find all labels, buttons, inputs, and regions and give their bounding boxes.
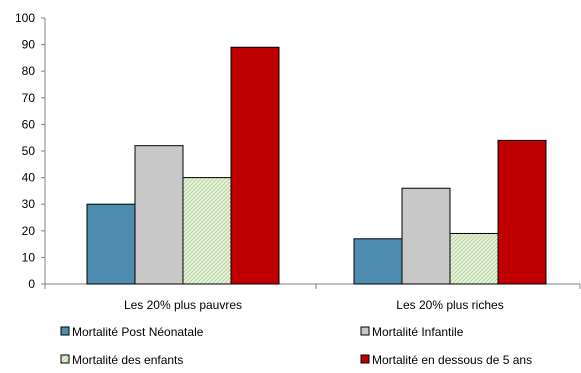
y-tick-label: 100	[15, 11, 35, 25]
x-category-label: Les 20% plus pauvres	[124, 298, 242, 312]
bar	[353, 238, 403, 285]
y-tick-label: 0	[28, 277, 35, 291]
y-tick-label: 40	[22, 171, 36, 185]
y-tick-label: 80	[22, 64, 36, 78]
bar	[134, 145, 184, 285]
legend-swatch	[60, 354, 70, 364]
chart-bars	[86, 46, 547, 285]
x-category-label: Les 20% plus riches	[396, 298, 503, 312]
legend-label: Mortalité des enfants	[72, 353, 183, 367]
legend-label: Mortalité Infantile	[372, 325, 464, 339]
legend-swatch	[360, 354, 370, 364]
y-tick-label: 10	[22, 250, 36, 264]
y-tick-label: 70	[22, 91, 36, 105]
bar	[401, 187, 451, 285]
legend-label: Mortalité en dessous de 5 ans	[372, 353, 532, 367]
chart-axes: 0 10 20 30 40 50 60 70 80 90 100	[15, 11, 581, 291]
bar	[449, 232, 499, 285]
bar	[497, 139, 547, 285]
y-tick-label: 20	[22, 224, 36, 238]
legend-swatch	[60, 326, 70, 336]
y-tick-label: 90	[22, 38, 36, 52]
bar	[182, 177, 232, 285]
bar	[230, 46, 280, 285]
chart-labels: Les 20% plus pauvres Les 20% plus riches	[124, 298, 504, 312]
y-tick-label: 50	[22, 144, 36, 158]
legend-label: Mortalité Post Néonatale	[72, 325, 204, 339]
y-tick-label: 60	[22, 117, 36, 131]
chart-legend: Mortalité Post Néonatale Mortalité Infant…	[60, 325, 532, 367]
legend-swatch	[360, 326, 370, 336]
y-tick-label: 30	[22, 197, 36, 211]
bar	[86, 203, 136, 285]
